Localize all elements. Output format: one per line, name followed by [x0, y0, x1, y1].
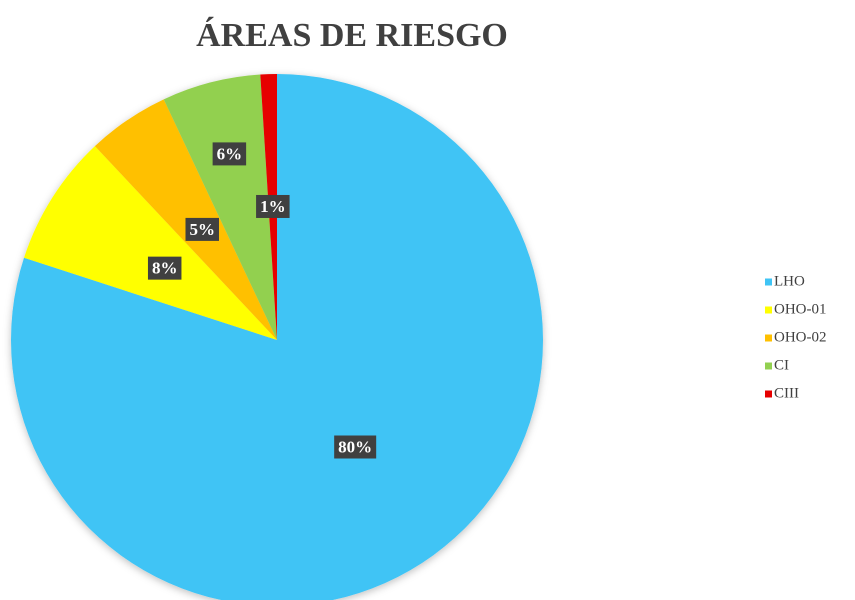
data-label-box	[185, 217, 219, 241]
legend-swatch	[765, 390, 772, 398]
pie	[11, 74, 543, 600]
data-label: 1%	[260, 197, 286, 216]
legend-label: OHO-01	[774, 301, 827, 317]
data-label: 8%	[152, 259, 178, 278]
pie-slice	[24, 146, 277, 340]
legend-swatch	[765, 306, 772, 314]
data-label-box	[212, 142, 247, 166]
legend-swatch	[765, 334, 772, 342]
legend-swatch	[765, 278, 772, 286]
data-label-box	[147, 256, 182, 280]
data-label: 5%	[189, 220, 215, 239]
legend-label: LHO	[774, 273, 805, 289]
legend-label: CI	[774, 357, 789, 373]
data-label: 6%	[217, 144, 243, 163]
data-label-box	[256, 194, 290, 218]
data-label: 80%	[338, 438, 372, 457]
chart-title: ÁREAS DE RIESGO	[196, 17, 508, 54]
legend-label: CIII	[774, 385, 799, 401]
pie-slice	[163, 74, 277, 340]
data-label-box	[334, 435, 377, 459]
pie-slice	[11, 74, 543, 600]
legend-label: OHO-02	[774, 329, 827, 345]
legend-swatch	[765, 362, 772, 370]
